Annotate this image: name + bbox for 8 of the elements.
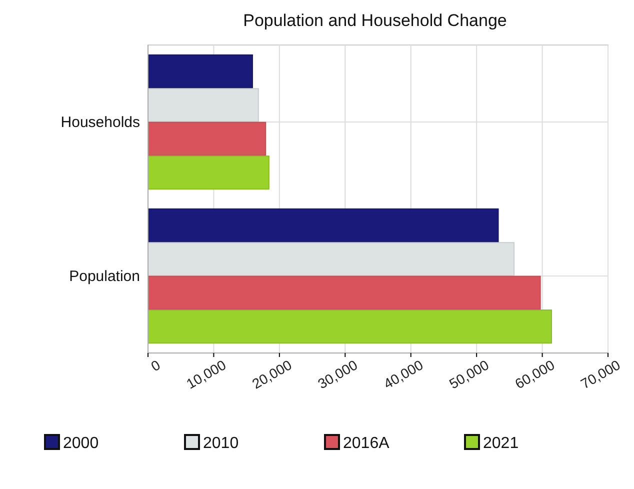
legend-label: 2010	[203, 435, 239, 452]
y-tick-label: Population	[69, 268, 140, 285]
legend-label: 2021	[483, 435, 519, 452]
legend-label: 2000	[63, 435, 99, 452]
legend-label: 2016A	[343, 435, 390, 452]
y-tick-label: Households	[60, 114, 140, 131]
x-tick-label: 0	[148, 356, 164, 374]
chart-title: Population and Household Change	[243, 11, 507, 30]
